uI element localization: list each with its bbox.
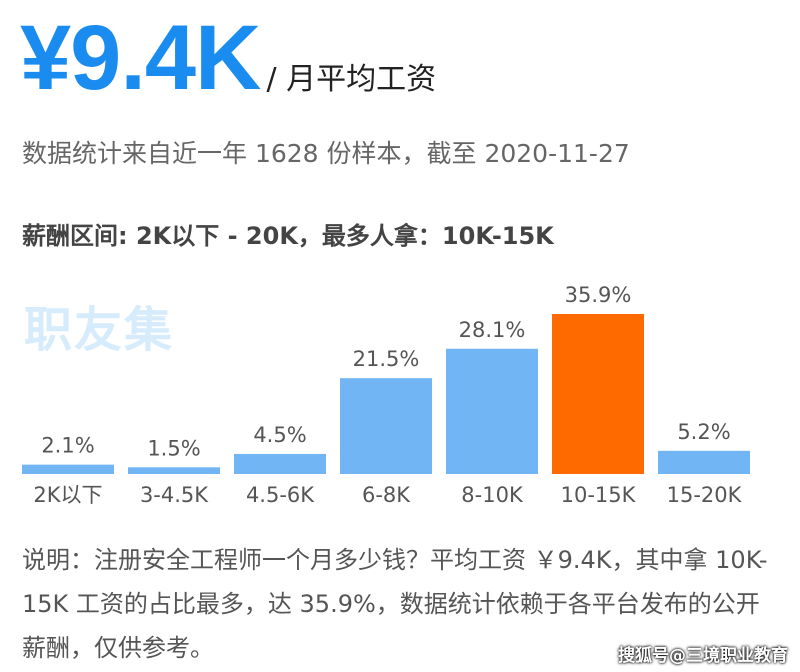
category-label: 15-20K — [667, 483, 743, 507]
brand-logo: 职友集 — [24, 302, 175, 358]
corner-watermark: 搜狐号@三境职业教育 — [618, 646, 788, 666]
bar-6-8K — [340, 378, 432, 474]
value-label: 21.5% — [353, 347, 420, 371]
value-label: 35.9% — [565, 283, 632, 307]
salary-range-text: 薪酬区间: 2K以下 - 20K，最多人拿：10K-15K — [22, 222, 554, 250]
bar-8-10K — [446, 348, 538, 474]
value-label: 28.1% — [459, 318, 526, 342]
bar-3-4.5K — [128, 467, 220, 474]
category-label: 10-15K — [561, 483, 637, 507]
category-label: 2K以下 — [33, 483, 102, 507]
value-label: 4.5% — [253, 423, 306, 447]
headline: ¥9.4K / 月平均工资 — [20, 8, 436, 108]
bar-4.5-6K — [234, 453, 326, 474]
value-label: 1.5% — [147, 436, 200, 460]
salary-unit: / 月平均工资 — [266, 62, 437, 97]
category-label: 3-4.5K — [140, 483, 209, 507]
value-label: 2.1% — [41, 434, 94, 458]
salary-distribution-chart: 2.1% 2K以下 1.5% 3-4.5K 4.5% 4.5-6K 21.5% 6-8K 28.… — [22, 283, 750, 507]
bar-2K以下 — [22, 464, 114, 474]
average-salary: ¥9.4K — [20, 7, 261, 109]
bar-15-20K — [658, 450, 750, 474]
category-label: 4.5-6K — [246, 483, 315, 507]
value-label: 5.2% — [677, 420, 730, 444]
category-label: 6-8K — [362, 483, 411, 507]
category-label: 8-10K — [461, 483, 524, 507]
sample-source-text: 数据统计来自近一年 1628 份样本，截至 2020-11-27 — [22, 139, 630, 168]
description-note: 说明：注册安全工程师一个月多少钱？平均工资 ￥9.4K，其中拿 10K-15K … — [22, 546, 768, 662]
bar-10-15K — [552, 314, 644, 474]
